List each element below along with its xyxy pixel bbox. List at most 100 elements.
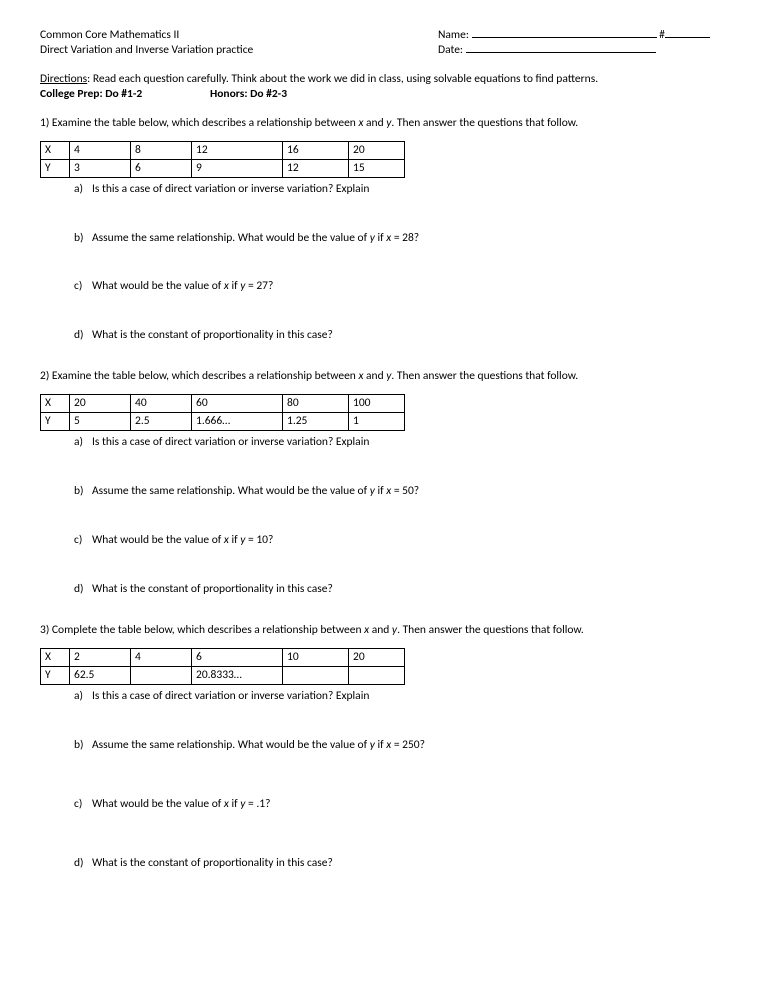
q1-x-2: 12 [192, 141, 283, 159]
q2-x-label: X [41, 395, 70, 413]
q3-d-text: What is the constant of proportionality … [92, 856, 333, 870]
q3-x-1: 4 [131, 648, 192, 666]
q1-c-pre: What would be the value of [92, 279, 224, 293]
q1-c-post: = 27? [245, 279, 273, 293]
q1-prompt-post: . Then answer the questions that follow. [391, 116, 578, 130]
q2-table: X 20 40 60 80 100 Y 5 2.5 1.666… 1.25 1 [40, 394, 405, 431]
q2-y-0: 5 [70, 413, 131, 431]
table-row: X 20 40 60 80 100 [41, 395, 405, 413]
q2-x-3: 80 [283, 395, 349, 413]
q1-x-4: 20 [349, 141, 405, 159]
name-line: Name: # [438, 28, 728, 43]
q3-c: c)What would be the value of x if y = .1… [74, 797, 728, 812]
q3-x-label: X [41, 648, 70, 666]
label-d: d) [74, 328, 92, 343]
q1-y-1: 6 [131, 159, 192, 177]
label-b: b) [74, 738, 92, 753]
q2-x-2: 60 [192, 395, 283, 413]
q2-c-post: = 10? [245, 533, 273, 547]
q3-a: a)Is this a case of direct variation or … [74, 689, 728, 704]
q2-c-pre: What would be the value of [92, 533, 224, 547]
q3-c-pre: What would be the value of [92, 797, 224, 811]
table-row: X 2 4 6 10 20 [41, 648, 405, 666]
directions-body: : Read each question carefully. Think ab… [87, 72, 598, 86]
q3-table: X 2 4 6 10 20 Y 62.5 20.8333… [40, 648, 405, 685]
q1-y-0: 3 [70, 159, 131, 177]
q2-y-4: 1 [349, 413, 405, 431]
q3-a-text: Is this a case of direct variation or in… [92, 689, 369, 703]
question-1: 1) Examine the table below, which descri… [40, 116, 728, 344]
q3-prompt-pre: 3) Complete the table below, which descr… [40, 623, 364, 637]
q2-y-3: 1.25 [283, 413, 349, 431]
q1-subquestions: a)Is this a case of direct variation or … [74, 182, 728, 344]
worksheet-page: Common Core Mathematics II Direct Variat… [0, 0, 768, 994]
q2-a: a)Is this a case of direct variation or … [74, 435, 728, 450]
q2-d: d)What is the constant of proportionalit… [74, 582, 728, 597]
q2-mid: and [363, 369, 386, 383]
q3-b: b)Assume the same relationship. What wou… [74, 738, 728, 753]
q2-y-2: 1.666… [192, 413, 283, 431]
q2-y-label: Y [41, 413, 70, 431]
q2-y-1: 2.5 [131, 413, 192, 431]
q3-y-0: 62.5 [70, 666, 131, 684]
q2-c: c)What would be the value of x if y = 10… [74, 533, 728, 548]
q1-c-mid: if [229, 279, 240, 293]
q3-y-1[interactable] [131, 666, 192, 684]
q1-mid: and [363, 116, 386, 130]
q2-subquestions: a)Is this a case of direct variation or … [74, 435, 728, 597]
q3-prompt: 3) Complete the table below, which descr… [40, 623, 728, 638]
question-2: 2) Examine the table below, which descri… [40, 369, 728, 597]
q3-x-0: 2 [70, 648, 131, 666]
prep-line: College Prep: Do #1-2 Honors: Do #2-3 [40, 87, 728, 102]
q2-x-0: 20 [70, 395, 131, 413]
q3-b-mid: if [375, 738, 386, 752]
table-row: Y 62.5 20.8333… [41, 666, 405, 684]
q1-x-3: 16 [283, 141, 349, 159]
label-d: d) [74, 582, 92, 597]
q1-y-2: 9 [192, 159, 283, 177]
q3-mid: and [369, 623, 392, 637]
q2-b: b)Assume the same relationship. What wou… [74, 484, 728, 499]
q3-b-post: = 250? [391, 738, 425, 752]
q2-prompt-pre: 2) Examine the table below, which descri… [40, 369, 358, 383]
q3-y-4[interactable] [349, 666, 405, 684]
q2-b-mid: if [375, 484, 386, 498]
q1-x-label: X [41, 141, 70, 159]
name-blank[interactable] [472, 37, 657, 38]
honors: Honors: Do #2-3 [210, 87, 287, 102]
q1-x-0: 4 [70, 141, 131, 159]
q1-a: a)Is this a case of direct variation or … [74, 182, 728, 197]
q1-c: c)What would be the value of x if y = 27… [74, 279, 728, 294]
q1-prompt: 1) Examine the table below, which descri… [40, 116, 728, 131]
header: Common Core Mathematics II Direct Variat… [40, 28, 728, 58]
q1-b-mid: if [375, 231, 386, 245]
label-b: b) [74, 484, 92, 499]
q3-subquestions: a)Is this a case of direct variation or … [74, 689, 728, 871]
label-a: a) [74, 435, 92, 450]
q3-c-mid: if [229, 797, 240, 811]
q1-d-text: What is the constant of proportionality … [92, 328, 333, 342]
course-subtitle: Direct Variation and Inverse Variation p… [40, 43, 438, 58]
q3-y-3[interactable] [283, 666, 349, 684]
q1-b-post: = 28? [391, 231, 419, 245]
directions-label: Directions [40, 72, 87, 86]
q2-b-pre: Assume the same relationship. What would… [92, 484, 370, 498]
directions-text: Directions: Read each question carefully… [40, 72, 728, 87]
q2-b-post: = 50? [391, 484, 419, 498]
label-b: b) [74, 231, 92, 246]
q3-x-2: 6 [192, 648, 283, 666]
date-line: Date: [438, 43, 728, 58]
label-a: a) [74, 182, 92, 197]
q1-a-text: Is this a case of direct variation or in… [92, 182, 369, 196]
number-blank[interactable] [665, 37, 710, 38]
date-blank[interactable] [466, 52, 656, 53]
q1-b: b)Assume the same relationship. What wou… [74, 231, 728, 246]
label-a: a) [74, 689, 92, 704]
question-3: 3) Complete the table below, which descr… [40, 623, 728, 871]
header-left: Common Core Mathematics II Direct Variat… [40, 28, 438, 58]
q1-y-label: Y [41, 159, 70, 177]
q2-d-text: What is the constant of proportionality … [92, 582, 333, 596]
name-label: Name: [438, 28, 469, 42]
course-title: Common Core Mathematics II [40, 28, 438, 43]
q3-x-3: 10 [283, 648, 349, 666]
